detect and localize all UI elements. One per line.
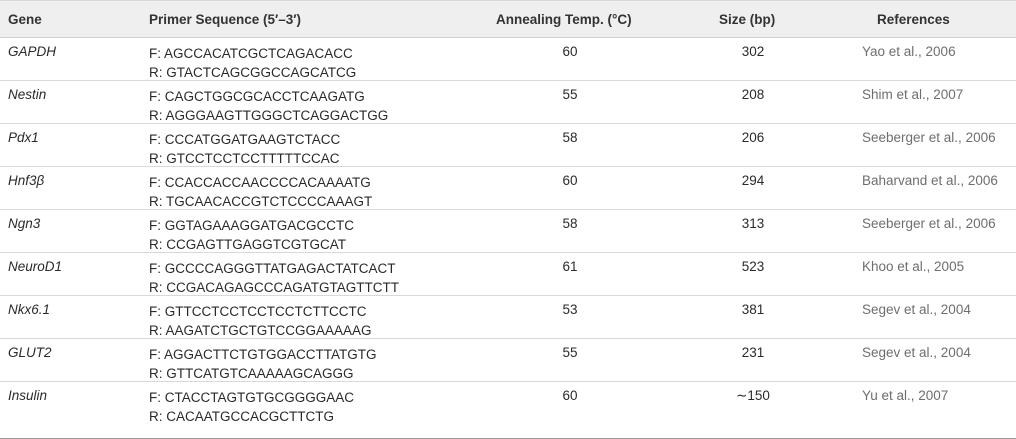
- reference: Yu et al., 2007: [862, 388, 949, 403]
- annealing-temp: 60: [562, 173, 578, 188]
- primer-sequence: F: AGCCACATCGCTCAGACACC R: GTACTCAGCGGCCA…: [149, 44, 356, 82]
- header-gene: Gene: [8, 12, 42, 27]
- forward-primer: F: AGGACTTCTGTGGACCTTATGTG: [149, 347, 377, 362]
- reference: Yao et al., 2006: [862, 44, 956, 59]
- primer-sequence: F: CCCATGGATGAAGTCTACC R: GTCCTCCTCCTTTTT…: [149, 130, 340, 168]
- table-row: NeuroD1 F: GCCCCAGGGTTATGAGACTATCACT R: CC…: [0, 253, 1016, 296]
- forward-primer: F: CAGCTGGCGCACCTCAAGATG: [149, 89, 365, 104]
- forward-primer: F: CCACCACCAACCCCACAAAATG: [149, 175, 371, 190]
- gene-name: NeuroD1: [8, 259, 63, 274]
- annealing-temp: 58: [562, 216, 578, 231]
- forward-primer: F: GCCCCAGGGTTATGAGACTATCACT: [149, 261, 396, 276]
- annealing-temp: 58: [562, 130, 578, 145]
- gene-name: GLUT2: [8, 345, 52, 360]
- reverse-primer: R: CCGAGTTGAGGTCGTGCAT: [149, 237, 346, 252]
- reference: Khoo et al., 2005: [862, 259, 965, 274]
- reverse-primer: R: GTCCTCCTCCTTTTTCCAC: [149, 151, 340, 166]
- table-row: Ngn3 F: GGTAGAAAGGATGACGCCTC R: CCGAGTTGAG…: [0, 210, 1016, 253]
- table-row: Insulin F: CTACCTAGTGTGCGGGGAAC R: CACAATG…: [0, 382, 1016, 439]
- reverse-primer: R: TGCAACACCGTCTCCCCAAAGT: [149, 194, 373, 209]
- table-row: Pdx1 F: CCCATGGATGAAGTCTACC R: GTCCTCCTCCT…: [0, 124, 1016, 167]
- reference: Seeberger et al., 2006: [862, 130, 996, 145]
- annealing-temp: 60: [562, 44, 578, 59]
- product-size: 523: [741, 259, 765, 274]
- table-header: Gene Primer Sequence (5′–3′) Annealing T…: [0, 0, 1016, 38]
- header-size: Size (bp): [719, 12, 776, 27]
- gene-name: Hnf3β: [8, 173, 45, 188]
- header-primer-sequence: Primer Sequence (5′–3′): [149, 12, 302, 27]
- forward-primer: F: GTTCCTCCTCCTCCTCTTCCTC: [149, 304, 367, 319]
- product-size: ∼150: [736, 388, 770, 403]
- reverse-primer: R: CACAATGCCACGCTTCTG: [149, 409, 334, 424]
- header-annealing-temp: Annealing Temp. (°C): [496, 12, 632, 27]
- primer-sequence: F: CTACCTAGTGTGCGGGGAAC R: CACAATGCCACGCT…: [149, 388, 354, 426]
- reverse-primer: R: AAGATCTGCTGTCCGGAAAAAG: [149, 323, 372, 338]
- primer-sequence: F: GGTAGAAAGGATGACGCCTC R: CCGAGTTGAGGTCG…: [149, 216, 354, 254]
- forward-primer: F: CCCATGGATGAAGTCTACC: [149, 132, 341, 147]
- primer-sequence: F: CAGCTGGCGCACCTCAAGATG R: AGGGAAGTTGGGC…: [149, 87, 388, 125]
- reverse-primer: R: CCGACAGAGCCCAGATGTAGTTCTT: [149, 280, 400, 295]
- primer-sequence: F: GCCCCAGGGTTATGAGACTATCACT R: CCGACAGAG…: [149, 259, 399, 297]
- gene-name: Nkx6.1: [8, 302, 51, 317]
- product-size: 231: [741, 345, 765, 360]
- reference: Baharvand et al., 2006: [862, 173, 998, 188]
- forward-primer: F: AGCCACATCGCTCAGACACC: [149, 46, 353, 61]
- reference: Seeberger et al., 2006: [862, 216, 996, 231]
- gene-name: GAPDH: [8, 44, 57, 59]
- header-references: References: [877, 12, 950, 27]
- product-size: 206: [741, 130, 765, 145]
- annealing-temp: 61: [562, 259, 578, 274]
- primer-sequence: F: GTTCCTCCTCCTCCTCTTCCTC R: AAGATCTGCTGT…: [149, 302, 372, 340]
- product-size: 313: [741, 216, 765, 231]
- reference: Segev et al., 2004: [862, 345, 971, 360]
- reverse-primer: R: GTACTCAGCGGCCAGCATCG: [149, 65, 357, 80]
- primer-sequence: F: AGGACTTCTGTGGACCTTATGTG R: GTTCATGTCAA…: [149, 345, 377, 383]
- annealing-temp: 53: [562, 302, 578, 317]
- forward-primer: F: CTACCTAGTGTGCGGGGAAC: [149, 390, 354, 405]
- reverse-primer: R: GTTCATGTCAAAAAGCAGGG: [149, 366, 354, 381]
- product-size: 381: [741, 302, 765, 317]
- table-row: GLUT2 F: AGGACTTCTGTGGACCTTATGTG R: GTTCAT…: [0, 339, 1016, 382]
- reference: Shim et al., 2007: [862, 87, 964, 102]
- forward-primer: F: GGTAGAAAGGATGACGCCTC: [149, 218, 355, 233]
- product-size: 294: [741, 173, 765, 188]
- table-row: Hnf3β F: CCACCACCAACCCCACAAAATG R: TGCAACA…: [0, 167, 1016, 210]
- table-row: Nkx6.1 F: GTTCCTCCTCCTCCTCTTCCTC R: AAGATC…: [0, 296, 1016, 339]
- reference: Segev et al., 2004: [862, 302, 971, 317]
- product-size: 208: [741, 87, 765, 102]
- annealing-temp: 55: [562, 87, 578, 102]
- table-row: GAPDH F: AGCCACATCGCTCAGACACC R: GTACTCAGC…: [0, 38, 1016, 81]
- product-size: 302: [741, 44, 765, 59]
- annealing-temp: 60: [562, 388, 578, 403]
- gene-name: Insulin: [8, 388, 48, 403]
- gene-name: Ngn3: [8, 216, 41, 231]
- primer-sequence: F: CCACCACCAACCCCACAAAATG R: TGCAACACCGTC…: [149, 173, 372, 211]
- gene-name: Pdx1: [8, 130, 39, 145]
- reverse-primer: R: AGGGAAGTTGGGCTCAGGACTGG: [149, 108, 389, 123]
- table-row: Nestin F: CAGCTGGCGCACCTCAAGATG R: AGGGAAG…: [0, 81, 1016, 124]
- gene-name: Nestin: [8, 87, 47, 102]
- annealing-temp: 55: [562, 345, 578, 360]
